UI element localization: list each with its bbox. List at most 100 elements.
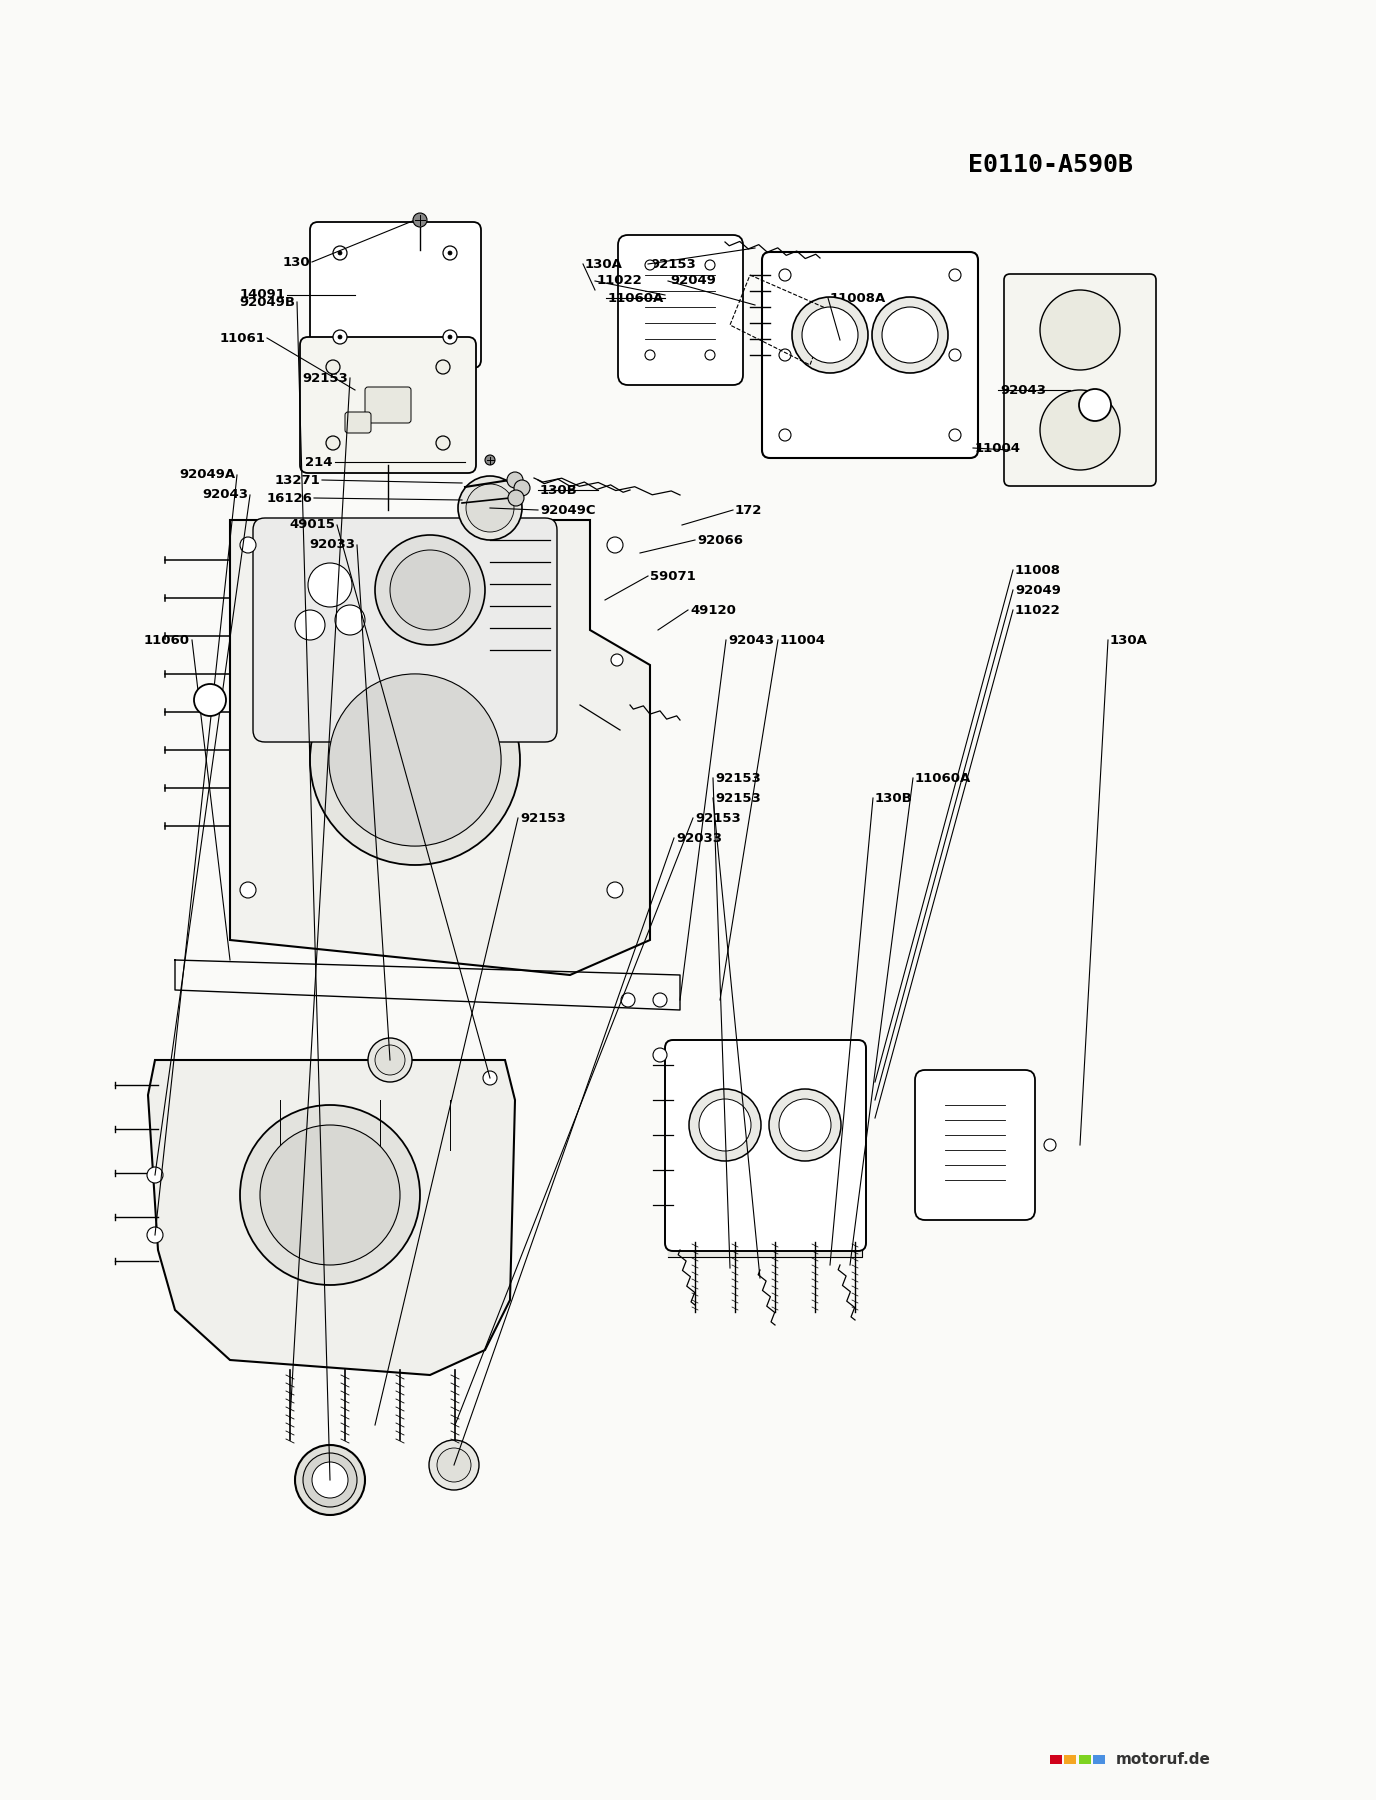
Circle shape — [458, 475, 522, 540]
Circle shape — [506, 472, 523, 488]
Text: 92066: 92066 — [698, 533, 743, 547]
FancyBboxPatch shape — [300, 337, 476, 473]
Text: 92033: 92033 — [676, 832, 722, 844]
Circle shape — [949, 349, 960, 362]
Text: 92153: 92153 — [649, 257, 696, 270]
FancyBboxPatch shape — [1004, 274, 1156, 486]
Text: A: A — [1090, 398, 1099, 412]
Text: 92153: 92153 — [695, 812, 740, 824]
Circle shape — [429, 1440, 479, 1490]
Circle shape — [338, 335, 343, 338]
FancyBboxPatch shape — [345, 412, 372, 434]
FancyBboxPatch shape — [253, 518, 557, 742]
Circle shape — [147, 1166, 162, 1183]
Text: motoruf.de: motoruf.de — [1116, 1753, 1211, 1768]
Circle shape — [949, 268, 960, 281]
Text: 172: 172 — [735, 504, 762, 517]
FancyBboxPatch shape — [365, 387, 411, 423]
Circle shape — [438, 1447, 471, 1481]
Text: 11060A: 11060A — [915, 772, 971, 785]
Circle shape — [310, 655, 520, 866]
Circle shape — [449, 250, 451, 256]
Text: 13271: 13271 — [274, 473, 321, 486]
Circle shape — [449, 335, 451, 338]
Circle shape — [949, 428, 960, 441]
Text: 49120: 49120 — [689, 603, 736, 616]
Text: 11022: 11022 — [1015, 603, 1061, 616]
Text: 130A: 130A — [585, 257, 623, 270]
Circle shape — [483, 1071, 497, 1085]
Circle shape — [413, 212, 427, 227]
Circle shape — [194, 684, 226, 716]
Circle shape — [621, 994, 634, 1006]
Text: 130B: 130B — [539, 484, 578, 497]
Text: 92033: 92033 — [310, 538, 355, 551]
Text: 11004: 11004 — [976, 441, 1021, 454]
Circle shape — [645, 349, 655, 360]
Text: 11060: 11060 — [144, 634, 190, 646]
Text: 92153: 92153 — [716, 792, 761, 805]
Circle shape — [779, 268, 791, 281]
Text: 92049A: 92049A — [179, 468, 235, 481]
Text: E0110-A590B: E0110-A590B — [967, 153, 1132, 176]
Circle shape — [607, 536, 623, 553]
Circle shape — [329, 673, 501, 846]
Text: 11008A: 11008A — [830, 292, 886, 304]
Text: 92153: 92153 — [520, 812, 566, 824]
Bar — [1065, 1755, 1076, 1764]
Circle shape — [260, 1125, 400, 1265]
Circle shape — [294, 610, 325, 641]
Text: 214: 214 — [305, 455, 333, 468]
Circle shape — [607, 882, 623, 898]
Text: 11004: 11004 — [780, 634, 826, 646]
Circle shape — [326, 436, 340, 450]
Circle shape — [705, 349, 716, 360]
Circle shape — [1040, 290, 1120, 371]
Circle shape — [333, 329, 347, 344]
Circle shape — [515, 481, 530, 497]
Circle shape — [389, 551, 471, 630]
Circle shape — [802, 308, 859, 364]
Polygon shape — [149, 1060, 515, 1375]
Text: 11008: 11008 — [1015, 563, 1061, 576]
Circle shape — [508, 490, 524, 506]
Circle shape — [484, 455, 495, 464]
FancyBboxPatch shape — [915, 1069, 1035, 1220]
Text: 130B: 130B — [875, 792, 912, 805]
Circle shape — [326, 360, 340, 374]
Text: 11022: 11022 — [597, 274, 643, 288]
Circle shape — [654, 994, 667, 1006]
Text: 92153: 92153 — [303, 371, 348, 385]
Circle shape — [436, 360, 450, 374]
Circle shape — [367, 1039, 411, 1082]
Text: 11061: 11061 — [219, 331, 266, 344]
Circle shape — [689, 1089, 761, 1161]
Circle shape — [333, 247, 347, 259]
Circle shape — [654, 1048, 667, 1062]
Text: 92049: 92049 — [1015, 583, 1061, 596]
Circle shape — [1079, 389, 1110, 421]
Circle shape — [338, 250, 343, 256]
Text: 92049: 92049 — [670, 274, 716, 288]
Circle shape — [294, 1445, 365, 1516]
Text: 14091: 14091 — [239, 288, 285, 301]
FancyBboxPatch shape — [665, 1040, 866, 1251]
Circle shape — [779, 428, 791, 441]
Circle shape — [312, 1462, 348, 1498]
Circle shape — [779, 1100, 831, 1150]
Circle shape — [611, 653, 623, 666]
Text: A: A — [205, 693, 215, 706]
Bar — [1093, 1755, 1105, 1764]
Circle shape — [308, 563, 352, 607]
Text: 92153: 92153 — [716, 772, 761, 785]
Bar — [1050, 1755, 1062, 1764]
Circle shape — [436, 436, 450, 450]
Circle shape — [376, 535, 484, 644]
Circle shape — [705, 259, 716, 270]
Circle shape — [882, 308, 938, 364]
Circle shape — [303, 1453, 356, 1507]
Circle shape — [239, 882, 256, 898]
Circle shape — [699, 1100, 751, 1150]
Circle shape — [779, 349, 791, 362]
Bar — [1079, 1755, 1091, 1764]
